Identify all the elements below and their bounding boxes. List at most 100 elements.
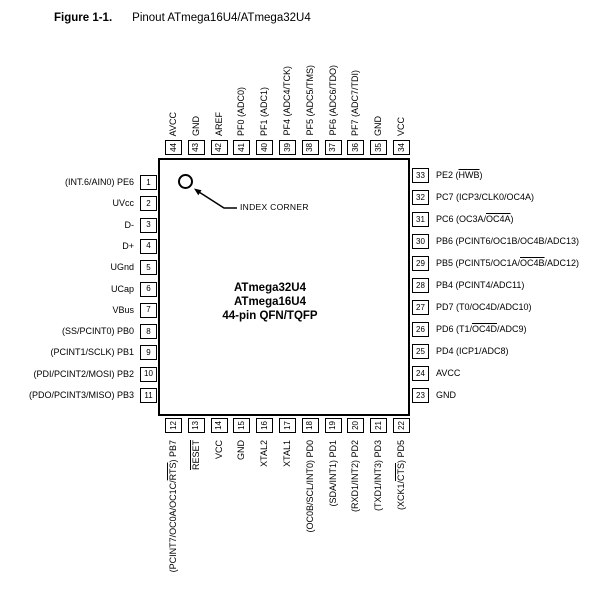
pin-40-box: 40 bbox=[256, 140, 274, 155]
pin-29-box: 29 bbox=[412, 256, 429, 271]
figure-number: Figure 1-1. bbox=[54, 12, 113, 24]
pin-28-label: PB4 (PCINT4/ADC11) bbox=[436, 280, 525, 290]
pin-5-label: UGnd bbox=[110, 262, 134, 273]
pin-29-label: PB5 (PCINT5/OC1A/OC4B/ADC12) bbox=[436, 258, 580, 268]
active-low-signal: OC4B bbox=[520, 258, 545, 268]
pin-44-box: 44 bbox=[165, 140, 182, 155]
index-corner-marker bbox=[178, 174, 193, 189]
pin-40-label: PF1 (ADC1) bbox=[259, 86, 270, 136]
active-low-signal: CTS bbox=[396, 463, 406, 482]
pin-17-number: 17 bbox=[282, 421, 292, 430]
pin-41-box: 41 bbox=[233, 140, 251, 155]
pin-42-label: AREF bbox=[213, 111, 224, 136]
chip-package: 44-pin QFN/TQFP bbox=[222, 310, 318, 322]
pin-1-box: 1 bbox=[140, 175, 157, 190]
pin-16-number: 16 bbox=[259, 421, 269, 430]
pin-17-label: XTAL1 bbox=[282, 440, 292, 467]
pin-27-label: PD7 (T0/OC4D/ADC10) bbox=[436, 302, 532, 312]
pin-36-number: 36 bbox=[350, 143, 360, 152]
pin-37-number: 37 bbox=[328, 143, 338, 152]
pin-12-label: (PCINT7/OC0A/OC1C/RTS) PB7 bbox=[168, 440, 178, 573]
pin-15-label: GND bbox=[236, 440, 247, 460]
pin-35-box: 35 bbox=[370, 140, 388, 155]
pin-37-box: 37 bbox=[324, 140, 342, 155]
index-corner-label: INDEX CORNER bbox=[240, 202, 309, 212]
pin-44-number: 44 bbox=[168, 143, 178, 152]
pin-41-label: PF0 (ADC0) bbox=[236, 86, 247, 136]
pin-8-box: 8 bbox=[140, 324, 157, 340]
pin-3-label: D- bbox=[124, 219, 135, 230]
pin-4-box: 4 bbox=[140, 238, 157, 254]
pin-30-box: 30 bbox=[412, 234, 429, 249]
pin-38-number: 38 bbox=[305, 143, 315, 152]
pin-39-number: 39 bbox=[282, 143, 292, 152]
pin-26-label: PD6 (T1/OC4D/ADC9) bbox=[436, 324, 527, 334]
pin-11-label: (PDO/PCINT3/MISO) PB3 bbox=[28, 390, 134, 400]
figure-title: Pinout ATmega16U4/ATmega32U4 bbox=[132, 12, 311, 24]
pin-10-label: (PDI/PCINT2/MOSI) PB2 bbox=[33, 368, 134, 379]
pin-21-label: (TXD1/INT3) PD3 bbox=[373, 440, 384, 512]
pin-7-box: 7 bbox=[140, 302, 157, 318]
pin-22-label: (XCK1/CTS) PD5 bbox=[396, 440, 406, 511]
pin-23-box: 23 bbox=[412, 388, 429, 403]
pin-32-label: PC7 (ICP3/CLK0/OC4A) bbox=[436, 192, 535, 202]
pin-6-label: UCap bbox=[110, 283, 134, 294]
pin-16-label: XTAL2 bbox=[259, 440, 270, 467]
active-low-signal: RTS bbox=[168, 462, 178, 481]
pin-20-number: 20 bbox=[350, 421, 360, 430]
pin-1-label: (INT.6/AIN0) PE6 bbox=[64, 177, 134, 187]
pin-28-box: 28 bbox=[412, 278, 429, 293]
active-low-signal: RESET bbox=[190, 440, 201, 471]
pin-7-label: VBus bbox=[112, 304, 134, 315]
active-low-signal: OC4D bbox=[472, 324, 498, 334]
pin-18-label: (OC0B/SCL/INT0) PD0 bbox=[304, 440, 315, 533]
pin-34-box: 34 bbox=[393, 140, 410, 155]
pin-30-label: PB6 (PCINT6/OC1B/OC4B/ADC13) bbox=[436, 236, 580, 246]
pin-14-box: 14 bbox=[210, 418, 228, 433]
pin-38-label: PF5 (ADC5/TMS) bbox=[304, 65, 315, 136]
pin-26-box: 26 bbox=[412, 322, 429, 337]
pin-36-label: PF7 (ADC7/TDI) bbox=[350, 69, 361, 136]
pin-33-label: PE2 (HWB) bbox=[436, 170, 483, 180]
pin-27-box: 27 bbox=[412, 300, 429, 315]
pin-8-label: (SS/PCINT0) PB0 bbox=[61, 326, 134, 337]
pin-12-number: 12 bbox=[168, 421, 178, 430]
pin-42-box: 42 bbox=[210, 140, 228, 155]
pin-15-box: 15 bbox=[233, 418, 251, 433]
pin-13-label: RESET bbox=[191, 440, 202, 470]
chip-name-line2: ATmega16U4 bbox=[233, 296, 306, 308]
pin-20-label: (RXD1/INT2) PD2 bbox=[350, 440, 361, 513]
pin-22-box: 22 bbox=[393, 418, 410, 433]
pin-31-label: PC6 (OC3A/OC4A) bbox=[436, 214, 514, 224]
pin-35-label: GND bbox=[373, 116, 384, 136]
pin-36-box: 36 bbox=[347, 140, 365, 155]
pin-2-box: 2 bbox=[140, 196, 157, 212]
chip-name-line1: ATmega32U4 bbox=[233, 282, 306, 294]
pin-4-label: D+ bbox=[122, 240, 134, 251]
pin-16-box: 16 bbox=[256, 418, 274, 433]
pin-37-label: PF6 (ADC6/TDO) bbox=[327, 65, 338, 136]
pin-25-label: PD4 (ICP1/ADC8) bbox=[436, 346, 509, 356]
pin-32-box: 32 bbox=[412, 190, 429, 205]
pin-39-box: 39 bbox=[279, 140, 296, 155]
pin-39-label: PF4 (ADC4/TCK) bbox=[282, 66, 292, 136]
pin-41-number: 41 bbox=[236, 143, 246, 152]
pin-43-label: GND bbox=[190, 116, 201, 136]
pin-21-number: 21 bbox=[373, 421, 383, 430]
pin-17-box: 17 bbox=[279, 418, 296, 433]
pin-24-box: 24 bbox=[412, 366, 429, 381]
pin-13-number: 13 bbox=[191, 421, 201, 430]
pin-38-box: 38 bbox=[301, 140, 319, 155]
pin-10-box: 10 bbox=[140, 366, 157, 382]
pin-9-label: (PCINT1/SCLK) PB1 bbox=[50, 347, 134, 358]
pin-11-box: 11 bbox=[140, 388, 157, 403]
pin-35-number: 35 bbox=[373, 143, 383, 152]
pin-3-box: 3 bbox=[140, 217, 157, 233]
pin-2-label: UVcc bbox=[112, 198, 134, 209]
pin-23-label: GND bbox=[436, 390, 456, 400]
chip-title: ATmega32U4 ATmega16U4 44-pin QFN/TQFP bbox=[170, 281, 370, 323]
pin-20-box: 20 bbox=[347, 418, 365, 433]
pin-34-label: VCC bbox=[396, 116, 406, 136]
pin-40-number: 40 bbox=[259, 143, 269, 152]
active-low-signal: OC4A bbox=[486, 214, 511, 224]
